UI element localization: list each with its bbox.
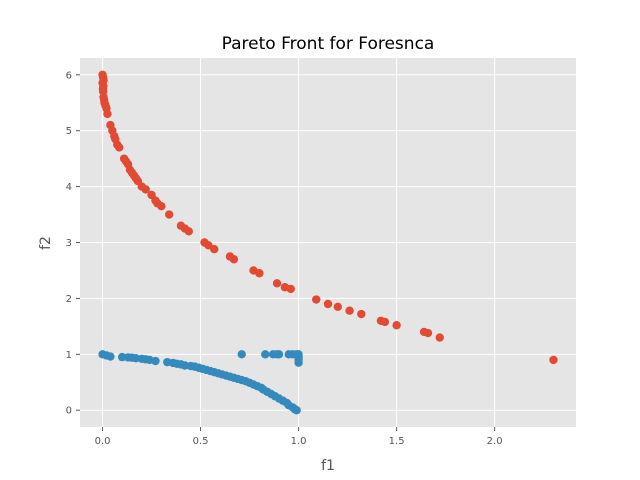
y-tick-label: 2	[66, 294, 72, 305]
data-point	[292, 406, 301, 415]
y-tick-label: 1	[66, 350, 72, 361]
data-point	[333, 302, 342, 311]
data-point	[255, 269, 264, 278]
x-axis-ticks: 0.0 0.5 1.0 1.5 2.0	[95, 427, 503, 447]
data-point	[165, 210, 174, 219]
data-point	[261, 350, 270, 359]
data-point	[286, 284, 295, 294]
data-point	[103, 109, 112, 119]
data-point	[237, 350, 246, 359]
x-tick-label: 0.0	[95, 436, 111, 447]
series-1	[98, 350, 303, 415]
data-point	[157, 201, 166, 211]
data-point	[151, 356, 160, 366]
chart-title: Pareto Front for Foresnca	[222, 34, 435, 54]
data-point	[549, 355, 558, 365]
data-point	[294, 358, 303, 367]
data-point	[272, 279, 282, 288]
y-axis-label: f2	[38, 236, 54, 250]
data-point	[357, 309, 366, 319]
data-point	[229, 255, 239, 264]
data-point	[392, 321, 401, 330]
data-point	[141, 185, 150, 194]
y-tick-label: 6	[66, 70, 72, 81]
x-tick-label: 1.5	[389, 436, 405, 447]
y-tick-label: 5	[66, 126, 72, 137]
x-tick-label: 1.0	[291, 436, 307, 447]
y-tick-label: 0	[66, 406, 72, 417]
x-tick-label: 2.0	[487, 436, 503, 447]
data-point	[210, 245, 219, 254]
x-axis-label: f1	[321, 458, 335, 474]
x-tick-label: 0.5	[193, 436, 209, 447]
data-point	[380, 317, 390, 327]
y-axis-ticks: 0 1 2 3 4 5 6	[66, 70, 80, 417]
data-point	[274, 350, 284, 359]
y-tick-label: 4	[66, 182, 72, 193]
data-point	[423, 328, 433, 338]
data-point	[345, 306, 354, 315]
data-point	[184, 227, 194, 236]
data-points	[98, 70, 558, 415]
series-0	[98, 70, 558, 365]
data-point	[106, 352, 115, 361]
data-point	[435, 333, 444, 342]
y-tick-label: 3	[66, 238, 72, 249]
data-point	[312, 295, 321, 304]
data-point	[323, 299, 333, 309]
data-point	[115, 143, 124, 152]
